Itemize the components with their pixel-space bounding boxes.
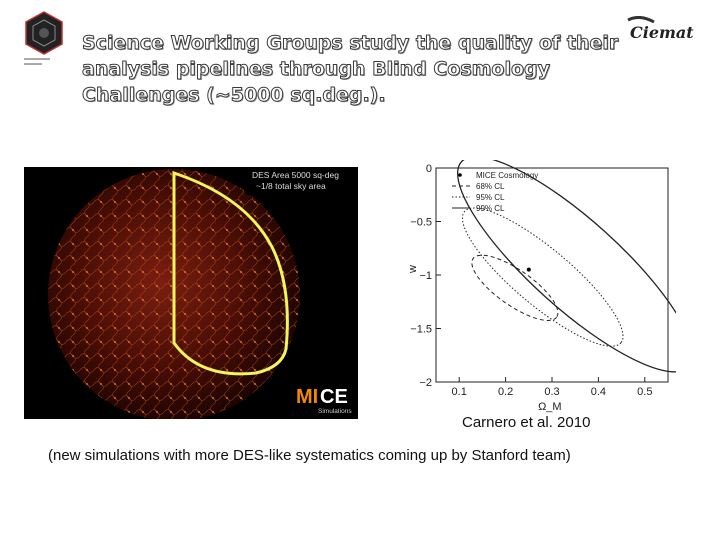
y-tick-label: −1.5 — [410, 324, 432, 336]
chart-svg: 0.1 0.2 0.3 0.4 0.5 0 −0.5 −1 −1.5 −2 Ω_M w MICE Cos… — [407, 156, 694, 413]
slide-note: (new simulations with more DES-like syst… — [48, 447, 571, 464]
brand-sub: Simulations — [318, 408, 352, 415]
plot-frame — [435, 167, 669, 383]
contour-68cl — [471, 254, 559, 321]
x-axis-label: Ω_M — [538, 401, 562, 413]
y-tick-label: −0.5 — [410, 217, 432, 229]
contour-95cl — [461, 207, 624, 347]
ciemat-logo: Ciemat — [624, 15, 710, 42]
sky-label-line1: DES Area 5000 sq-deg — [252, 170, 339, 180]
des-footprint-outline — [172, 170, 289, 376]
slide-title: Science Working Groups study the quality… — [82, 30, 682, 108]
legend-label: 99% CL — [476, 204, 505, 213]
des-logo — [20, 10, 68, 70]
legend-label: 95% CL — [476, 193, 505, 202]
brand-ce: CE — [320, 386, 348, 408]
y-tick-label: −1 — [419, 270, 432, 282]
brand-mi: MI — [296, 386, 318, 408]
logo-text: Ciemat — [630, 23, 694, 42]
x-tick-label: 0.4 — [591, 386, 606, 398]
figure-caption: Carnero et al. 2010 — [462, 414, 591, 431]
legend-label: MICE Cosmology — [476, 171, 538, 180]
sky-sphere-image: DES Area 5000 sq-deg ~1/8 total sky area… — [24, 167, 358, 421]
y-tick-label: −2 — [419, 377, 432, 389]
sky-label-line2: ~1/8 total sky area — [256, 181, 326, 191]
x-tick-label: 0.1 — [452, 386, 467, 398]
title-line: analysis pipelines through Blind Cosmolo… — [82, 58, 551, 81]
x-tick-label: 0.2 — [498, 386, 513, 398]
contour-99cl — [456, 156, 694, 373]
legend-label: 68% CL — [476, 182, 505, 191]
title-line: Science Working Groups study the quality… — [82, 32, 619, 55]
mice-cosmology-point — [526, 267, 531, 272]
y-axis-label: w — [407, 265, 419, 274]
x-tick-label: 0.5 — [637, 386, 652, 398]
x-tick-label: 0.3 — [544, 386, 559, 398]
title-line: Challenges (~5000 sq.deg.). — [82, 84, 387, 107]
contour-chart: 0.1 0.2 0.3 0.4 0.5 0 −0.5 −1 −1.5 −2 Ω_M w MICE Cos… — [406, 156, 694, 414]
legend-marker — [458, 173, 462, 177]
y-tick-label: 0 — [426, 163, 432, 175]
